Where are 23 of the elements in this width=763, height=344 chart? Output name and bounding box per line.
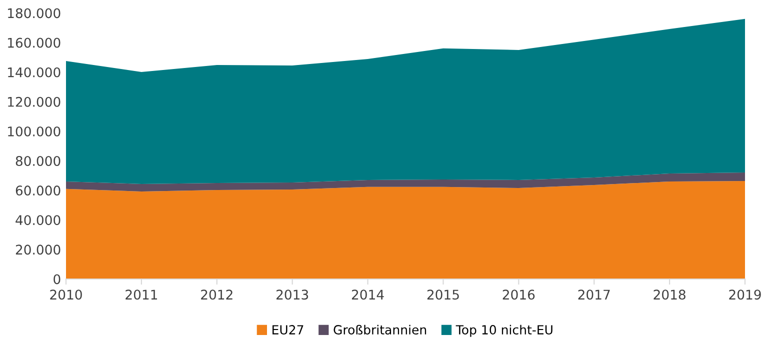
legend-label: Großbritannien [334,324,426,335]
x-tick-label: 2019 [729,290,761,300]
x-tick-label: 2011 [126,290,158,300]
x-tick-label: 2014 [352,290,384,300]
x-tick-label: 2010 [50,290,82,300]
y-tick-label: 80.000 [16,156,60,166]
y-tick-label: 160.000 [8,38,60,48]
x-tick-label: 2015 [427,290,459,300]
y-tick-label: 120.000 [8,96,60,107]
x-tick-label: 2017 [578,290,610,300]
y-tick-label: 100.000 [8,126,60,136]
y-tick-label: 180.000 [8,8,60,18]
y-tick-label: 60.000 [16,186,60,196]
y-tick-label: 20.000 [16,244,60,255]
y-tick-label: 40.000 [16,215,60,226]
x-tick-label: 2018 [654,290,686,300]
legend-label: EU27 [272,325,304,335]
y-tick-label: 140.000 [8,67,60,78]
x-tick-label: 2013 [276,290,308,300]
legend-label: Top 10 nicht-EU [456,324,552,337]
y-tick-label: 0 [54,274,60,284]
x-tick-label: 2012 [201,290,232,300]
x-tick-label: 2016 [502,290,535,300]
